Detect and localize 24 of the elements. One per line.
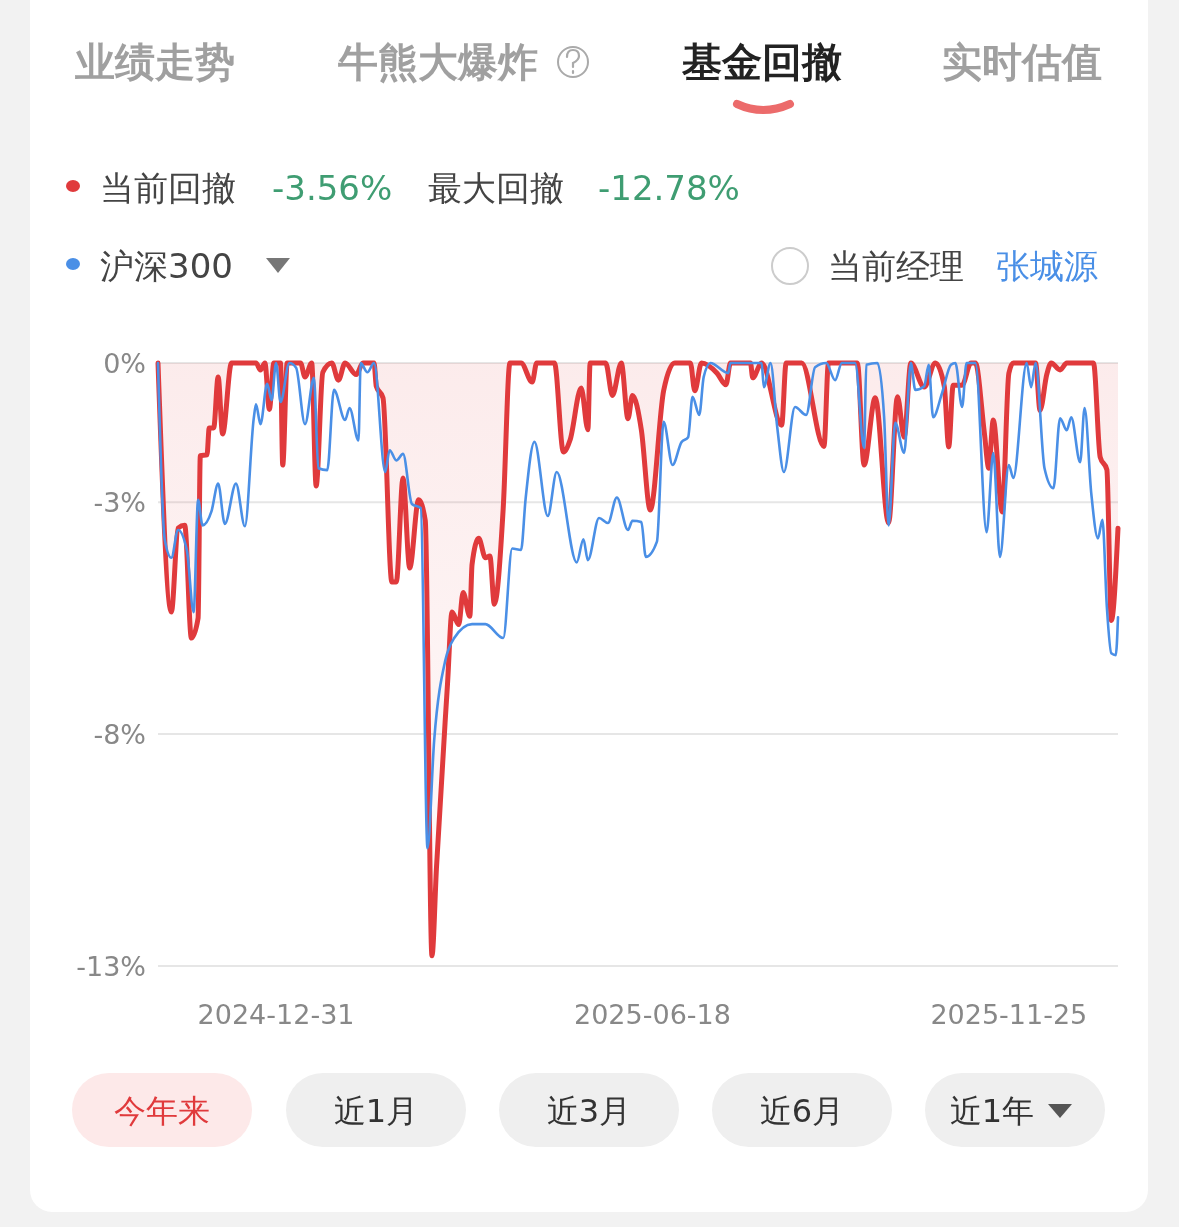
y-tick-label: 0% [103, 348, 146, 379]
x-tick-label: 2025-06-18 [574, 999, 731, 1030]
text: 当前经理 [828, 246, 964, 287]
text: 基金回撤 [681, 39, 842, 86]
text: -3.56% [272, 168, 393, 209]
legend-label: 沪深300 [100, 246, 233, 286]
text: 实时估值 [942, 39, 1102, 86]
text: 今年来 [114, 1091, 210, 1130]
text: 业绩走势 [74, 39, 235, 86]
legend-label: 当前回撤 [100, 168, 236, 208]
text: 最大回撤 [428, 168, 564, 209]
y-tick-label: -13% [76, 951, 146, 982]
y-tick-label: -8% [93, 719, 146, 751]
x-tick-label: 2024-12-31 [197, 999, 355, 1030]
text: 近1月 [333, 1091, 419, 1130]
text: 近1年 [949, 1091, 1035, 1130]
y-tick-label: -3% [93, 487, 146, 519]
text: 近3月 [546, 1091, 632, 1130]
text: 牛熊大爆炸 [337, 39, 538, 86]
line-series [156, 361, 1120, 850]
x-tick-label: 2025-11-25 [930, 999, 1088, 1030]
text: 张城源 [996, 246, 1098, 287]
text: -12.78% [598, 168, 740, 209]
text: 近6月 [759, 1091, 845, 1130]
